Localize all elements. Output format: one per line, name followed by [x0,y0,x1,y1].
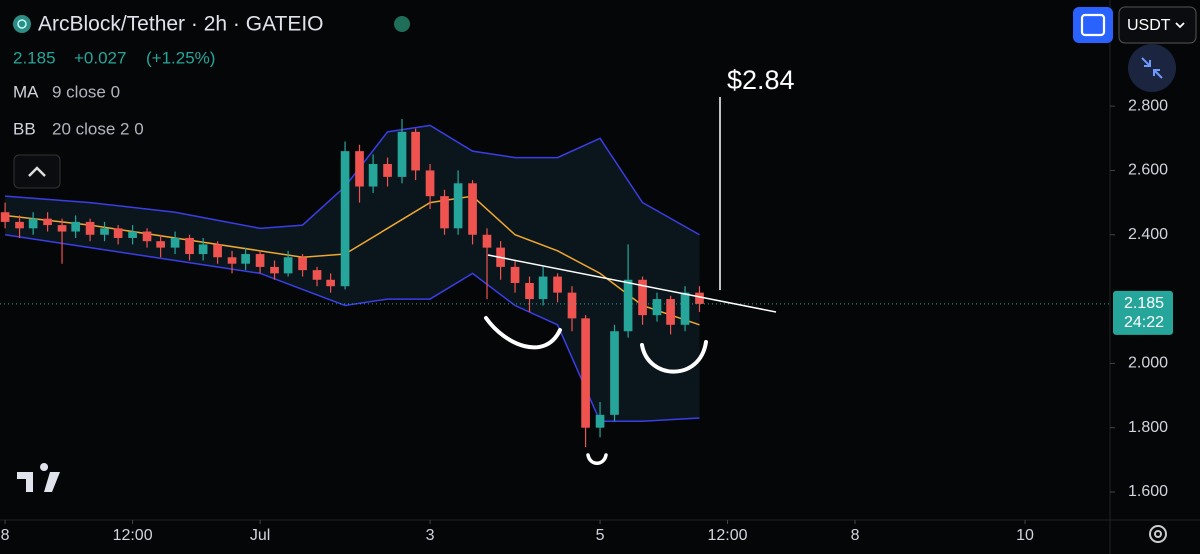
candle-body [411,131,420,171]
candle-body [482,234,492,248]
candle-body [425,170,435,197]
y-tick-label: 1.800 [1128,419,1168,436]
candle-body [623,279,633,332]
band-line [4,234,700,423]
indicator-params: 9 close 0 [52,82,120,101]
symbol-title: ArcBlock/Tether · 2h · GATEIO [38,13,324,36]
candle-body [695,292,704,304]
candle-body [28,218,38,229]
candle-body [368,164,378,187]
candle-body [652,299,662,316]
x-tick-label: Jul [250,527,270,544]
candle-body [312,270,322,280]
candle-body [666,299,675,325]
indicator-name: MA [13,82,39,101]
x-tick-label: 5 [596,527,605,544]
candle-body [100,228,109,235]
candle-body [85,221,95,235]
plot-area [0,118,1110,448]
candle-body [510,266,520,283]
candle-body [638,279,647,316]
collapse-button[interactable] [13,154,61,189]
settings-button[interactable] [1149,525,1167,543]
scale-button[interactable] [1128,44,1176,92]
header-price: 2.185 [13,48,56,67]
x-tick-label: 8 [1,527,10,544]
y-tick-label: 2.400 [1128,226,1168,243]
candle-body [567,292,577,319]
candle-body [270,266,279,274]
annotation: $2.84 [727,65,795,95]
candle-body [128,231,137,238]
drawn-curve [640,340,708,374]
candle-body [43,218,52,226]
header-change: +0.027 [74,48,126,67]
band-line [5,124,700,236]
candle-body [355,151,364,187]
currency-button[interactable]: USDT [1118,6,1197,44]
candle-body [71,221,80,232]
candle-body [397,131,407,177]
x-tick-label: 12:00 [113,527,153,544]
candle-body [0,212,10,222]
candle-body [213,244,222,258]
candle-body [340,151,350,287]
countdown-label: 24:22 [1124,314,1164,331]
y-tick-label: 1.600 [1128,483,1168,500]
x-tick-label: 8 [851,527,860,544]
header-change-pct: (+1.25%) [146,48,215,67]
symbol-icon [13,15,31,33]
currency-label: USDT [1127,17,1171,34]
trend-line [487,254,777,313]
candle-body [156,241,165,248]
drawn-curve [586,453,608,465]
candle-body [57,225,67,232]
candle-body [453,183,463,229]
candle-body [198,244,208,255]
drawn-curve [484,316,562,350]
candle-body [142,231,152,242]
candle-body [255,254,265,267]
indicator-name: BB [13,119,36,138]
x-tick-label: 10 [1016,527,1034,544]
candle-body [581,318,590,428]
candle-body [185,237,194,255]
candle-body [553,276,562,293]
band-fill [5,125,700,422]
candle-body [538,276,548,300]
candle-body [227,257,237,264]
candle-body [383,164,392,177]
x-tick-label: 3 [426,527,435,544]
y-tick-label: 2.000 [1128,355,1168,372]
tradingview-logo [17,463,60,492]
candle-body [525,282,534,300]
candle-body [610,331,619,415]
candle-body [113,228,123,238]
fullscreen-button[interactable] [1073,7,1113,43]
candle-body [468,183,477,235]
candle-body [283,257,293,274]
last-price-box [1113,290,1173,335]
candle-body [15,221,24,229]
candle-body [680,292,690,325]
y-tick-label: 2.600 [1128,162,1168,179]
candle-body [440,196,449,229]
candle-body [595,414,605,428]
x-tick-label: 12:00 [708,527,748,544]
y-tick-label: 2.800 [1128,97,1168,114]
last-price-label: 2.185 [1124,295,1164,312]
candle-body [241,254,250,264]
candle-body [170,237,180,248]
candle-body [326,279,335,287]
status-dot [394,16,410,32]
candle-body [298,257,307,271]
indicator-params: 20 close 2 0 [52,119,144,138]
